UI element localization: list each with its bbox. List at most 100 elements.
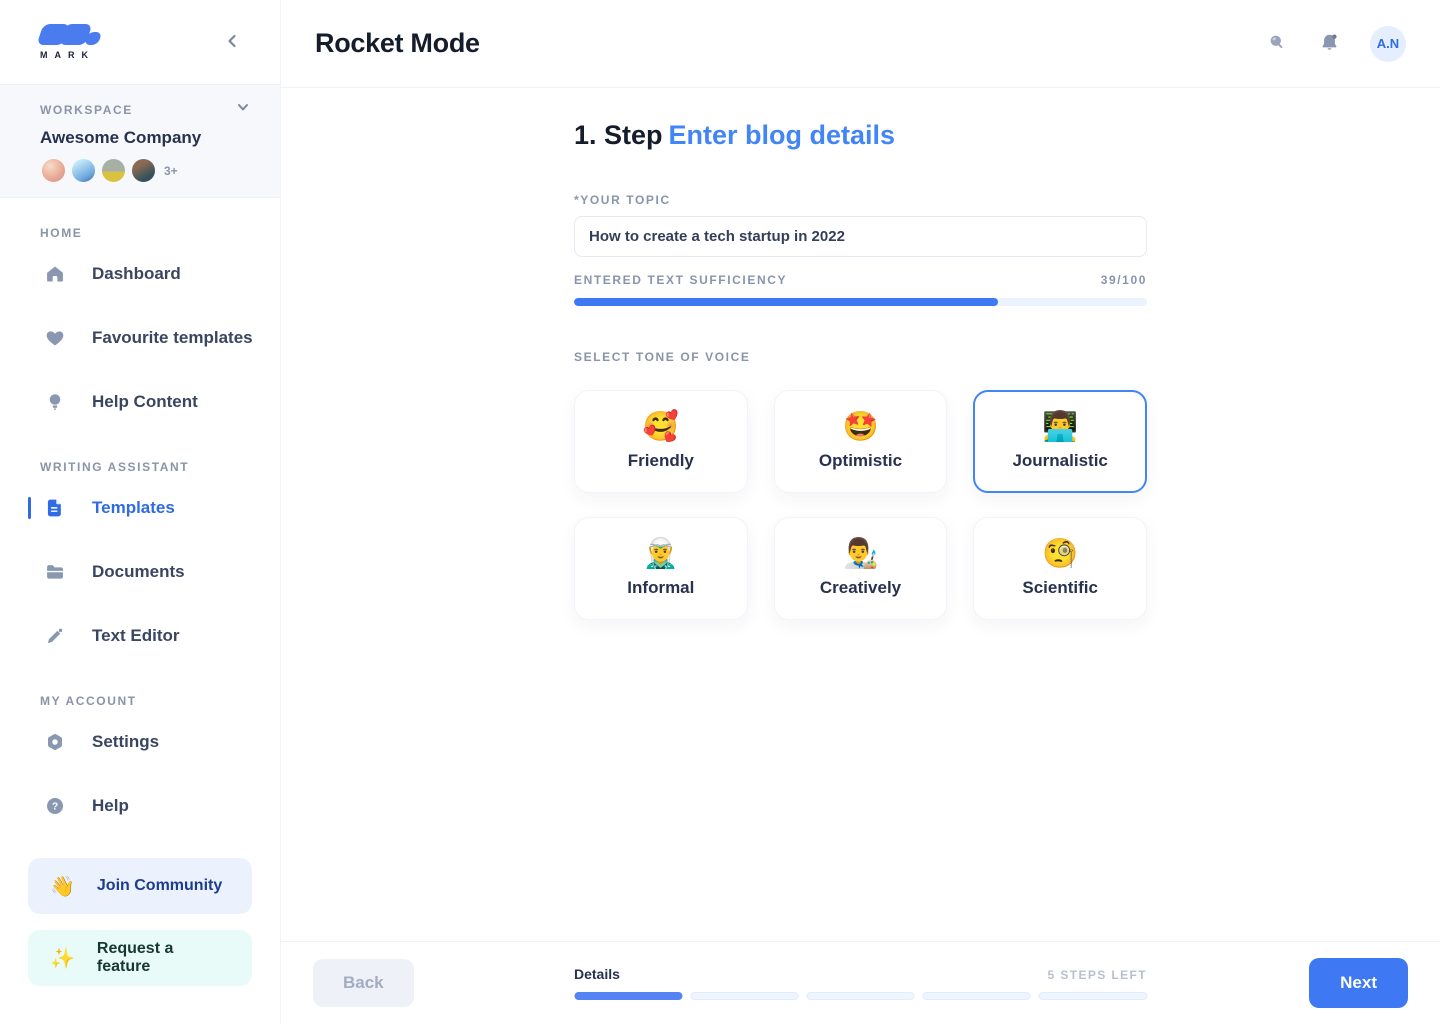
step-segments xyxy=(574,992,1148,1000)
tone-card-friendly[interactable]: 🥰 Friendly xyxy=(574,390,748,493)
sidebar: MARK WORKSPACE Awesome Company 3+ HOME xyxy=(0,0,281,1024)
request-feature-label: Request a feature xyxy=(96,940,174,975)
section-my-account-label: MY ACCOUNT xyxy=(40,694,137,708)
sidebar-item-settings[interactable]: Settings xyxy=(0,710,280,774)
bell-icon xyxy=(1319,32,1340,56)
request-feature-button[interactable]: ✨ Request a feature xyxy=(28,930,252,986)
sidebar-item-label: Text Editor xyxy=(92,626,180,645)
heart-icon xyxy=(44,327,66,349)
sidebar-item-label: Help xyxy=(92,796,129,815)
step-segment xyxy=(1038,992,1148,1000)
current-step-label: Details xyxy=(574,966,620,982)
tone-card-scientific[interactable]: 🧐 Scientific xyxy=(973,517,1147,620)
section-home-label: HOME xyxy=(40,226,83,240)
mark-logo[interactable]: MARK xyxy=(36,24,103,60)
document-icon xyxy=(44,497,66,519)
steps-left-label: 5 STEPS LEFT xyxy=(1047,968,1147,982)
sufficiency-progress-track xyxy=(574,298,1147,306)
main-area: Rocket Mode A.N 1. Step Enter blog detail… xyxy=(281,0,1440,1024)
header-actions: A.N xyxy=(1265,25,1406,62)
tone-card-label: Informal xyxy=(627,577,695,597)
logo-row: MARK xyxy=(0,0,280,84)
step-segment xyxy=(690,992,799,1000)
sidebar-item-documents[interactable]: Documents xyxy=(0,540,280,604)
avatar xyxy=(100,157,127,184)
logo-wordmark: MARK xyxy=(40,50,95,60)
sidebar-item-dashboard[interactable]: Dashboard xyxy=(0,242,280,306)
search-button[interactable] xyxy=(1265,30,1289,57)
top-header: Rocket Mode A.N xyxy=(281,0,1440,88)
sidebar-item-text-editor[interactable]: Text Editor xyxy=(0,604,280,668)
tone-card-label: Journalistic xyxy=(1012,450,1108,470)
join-community-label: Join Community xyxy=(96,877,223,894)
page-title: Rocket Mode xyxy=(315,28,480,58)
tone-card-label: Optimistic xyxy=(818,450,903,470)
optimistic-emoji-icon: 🤩 xyxy=(842,410,879,443)
topic-input[interactable] xyxy=(574,216,1147,257)
back-button[interactable]: Back xyxy=(313,959,414,1007)
waving-hand-icon: 👋 xyxy=(50,875,75,898)
sidebar-collapse-button[interactable] xyxy=(220,29,244,56)
sidebar-item-label: Dashboard xyxy=(92,264,181,283)
tone-card-creatively[interactable]: 👨‍🎨 Creatively xyxy=(773,517,948,620)
notifications-button[interactable] xyxy=(1317,30,1342,58)
sufficiency-progress-fill xyxy=(574,298,999,306)
workspace-label: WORKSPACE xyxy=(40,102,133,117)
tone-of-voice-label: SELECT TONE OF VOICE xyxy=(574,350,751,364)
sidebar-item-label: Help Content xyxy=(92,392,198,411)
avatar xyxy=(40,157,67,184)
avatar xyxy=(130,157,157,184)
gear-icon xyxy=(44,731,66,753)
journalistic-emoji-icon: 👨‍💻 xyxy=(1042,410,1079,443)
sidebar-item-label: Documents xyxy=(92,562,185,581)
topic-label: *YOUR TOPIC xyxy=(574,193,671,207)
chevron-down-icon xyxy=(236,100,250,119)
informal-emoji-icon: 🧝‍♂️ xyxy=(642,537,679,570)
sidebar-item-label: Settings xyxy=(92,732,160,751)
scientific-emoji-icon: 🧐 xyxy=(1042,537,1079,570)
sidebar-item-help[interactable]: ? Help xyxy=(0,774,280,838)
section-writing-assistant-label: WRITING ASSISTANT xyxy=(40,460,190,474)
more-members-count: 3+ xyxy=(164,163,178,178)
svg-text:?: ? xyxy=(52,802,58,813)
mark-logo-icon xyxy=(36,24,103,45)
step-segment xyxy=(922,992,1031,1000)
sidebar-item-help-content[interactable]: Help Content xyxy=(0,370,280,434)
sidebar-bottom: 👋 Join Community ✨ Request a feature xyxy=(0,842,280,1024)
avatar xyxy=(70,157,97,184)
friendly-emoji-icon: 🥰 xyxy=(642,410,679,443)
sidebar-item-label: Templates xyxy=(92,498,175,517)
creatively-emoji-icon: 👨‍🎨 xyxy=(842,537,879,570)
search-icon xyxy=(1267,32,1287,55)
step-progress: Details 5 STEPS LEFT xyxy=(574,966,1148,1000)
workspace-selector[interactable]: WORKSPACE xyxy=(40,100,250,119)
chevron-left-icon xyxy=(224,33,240,52)
tone-grid: 🥰 Friendly 🤩 Optimistic 👨‍💻 Journalistic… xyxy=(574,390,1147,620)
join-community-button[interactable]: 👋 Join Community xyxy=(28,858,252,914)
sidebar-item-templates[interactable]: Templates xyxy=(0,476,280,540)
member-avatars[interactable]: 3+ xyxy=(40,157,250,184)
sufficiency-row: ENTERED TEXT SUFFICIENCY 39/100 xyxy=(574,273,1147,287)
step-title: 1. Step Enter blog details xyxy=(574,120,1147,151)
tone-card-journalistic[interactable]: 👨‍💻 Journalistic xyxy=(973,390,1147,493)
tone-card-label: Creatively xyxy=(819,577,902,597)
home-icon xyxy=(44,263,66,285)
folder-icon xyxy=(44,561,66,583)
next-button[interactable]: Next xyxy=(1309,958,1408,1008)
sidebar-item-label: Favourite templates xyxy=(92,328,253,347)
tone-card-label: Scientific xyxy=(1022,577,1098,597)
tone-card-label: Friendly xyxy=(627,450,694,470)
wizard-footer: Back Details 5 STEPS LEFT Next xyxy=(281,941,1440,1024)
step-number: 1. Step xyxy=(574,120,663,150)
step-segment xyxy=(574,992,683,1000)
sidebar-item-favourite-templates[interactable]: Favourite templates xyxy=(0,306,280,370)
tone-card-optimistic[interactable]: 🤩 Optimistic xyxy=(773,390,948,493)
sparkles-icon: ✨ xyxy=(50,947,75,970)
lightbulb-icon xyxy=(44,391,66,413)
step-segment xyxy=(806,992,915,1000)
user-avatar[interactable]: A.N xyxy=(1370,25,1406,62)
sufficiency-label: ENTERED TEXT SUFFICIENCY xyxy=(574,273,788,287)
tone-card-informal[interactable]: 🧝‍♂️ Informal xyxy=(574,517,748,620)
pen-icon xyxy=(44,625,66,647)
